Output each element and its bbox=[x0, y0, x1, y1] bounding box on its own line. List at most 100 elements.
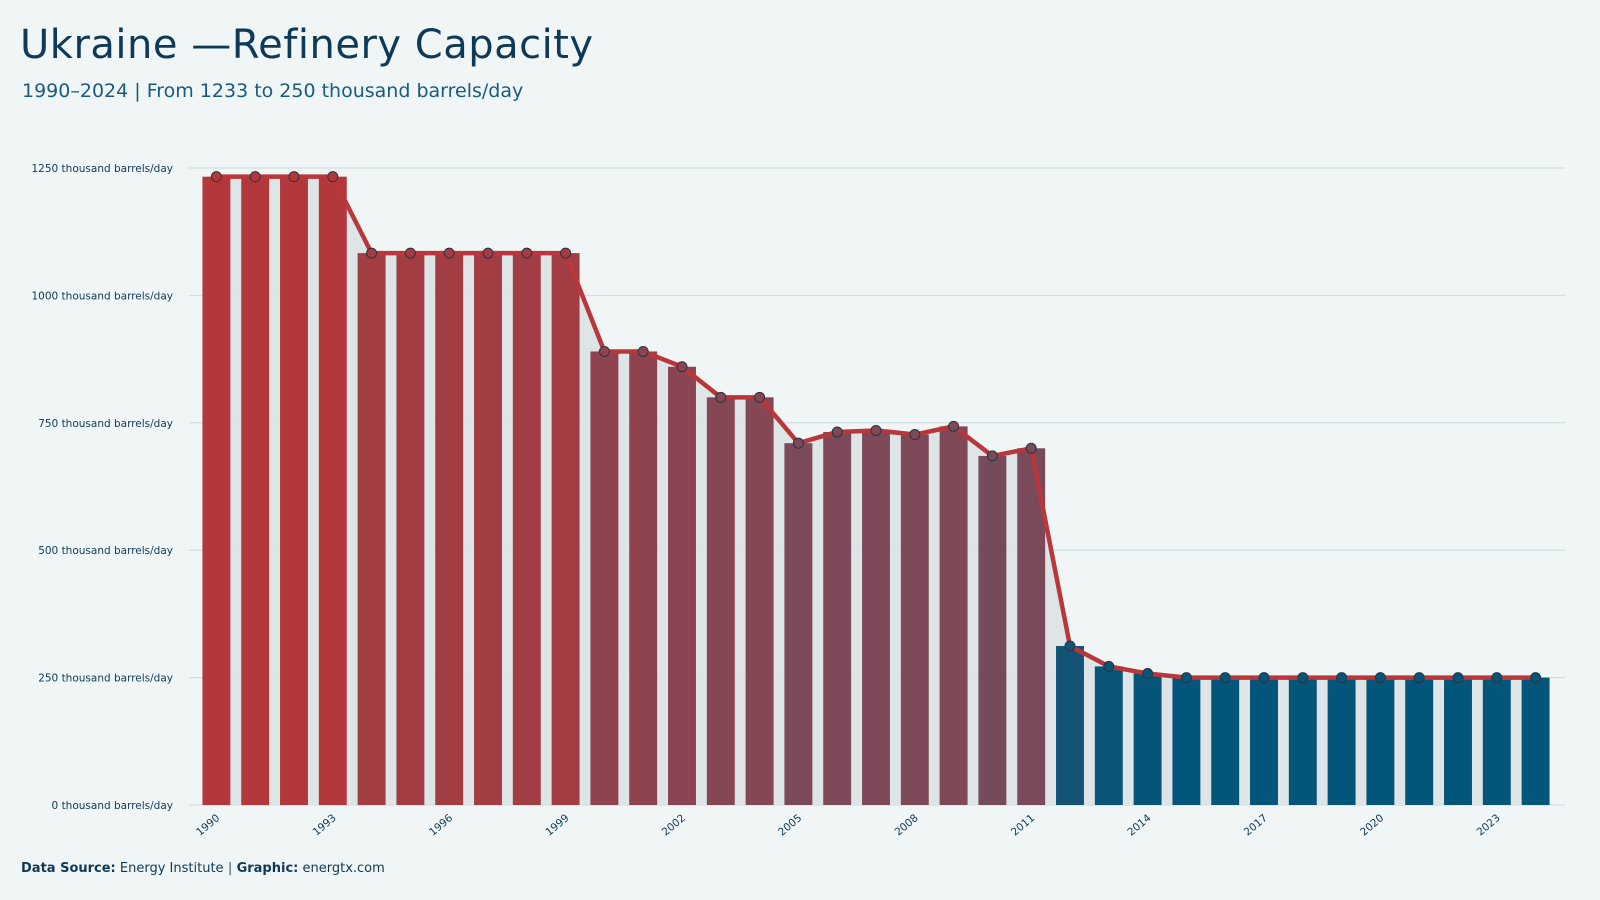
y-tick-label-500: 500 thousand barrels/day bbox=[38, 545, 173, 557]
marker-1998 bbox=[521, 247, 533, 259]
bar-1993 bbox=[318, 176, 347, 805]
footer: Data Source: Energy Institute | Graphic:… bbox=[21, 861, 385, 876]
marker-1995 bbox=[404, 247, 416, 259]
bar-2010 bbox=[978, 455, 1007, 805]
graphic-label: Graphic: bbox=[236, 861, 299, 876]
bar-2004 bbox=[745, 397, 774, 805]
marker-2012 bbox=[1064, 640, 1076, 652]
bar-2023 bbox=[1482, 677, 1511, 805]
x-tick-label-2008: 2008 bbox=[893, 812, 921, 838]
x-tick-label-1990: 1990 bbox=[194, 812, 222, 838]
marker-2003 bbox=[715, 391, 727, 403]
marker-2009 bbox=[948, 420, 960, 432]
y-axis-labels: 0 thousand barrels/day 250 thousand barre… bbox=[32, 163, 174, 812]
y-tick-label-0: 0 thousand barrels/day bbox=[52, 800, 173, 812]
marker-2004 bbox=[754, 391, 766, 403]
marker-2016 bbox=[1219, 672, 1231, 684]
y-tick-label-1000: 1000 thousand barrels/day bbox=[32, 290, 174, 302]
x-tick-label-1999: 1999 bbox=[543, 812, 571, 838]
marker-2024 bbox=[1530, 672, 1542, 684]
bar-2005 bbox=[784, 443, 813, 805]
marker-2013 bbox=[1103, 660, 1115, 672]
marker-2005 bbox=[792, 437, 804, 449]
bar-2015 bbox=[1172, 677, 1201, 805]
marker-1993 bbox=[327, 171, 339, 183]
bar-2021 bbox=[1405, 677, 1434, 805]
source-value: Energy Institute bbox=[119, 861, 224, 876]
marker-2018 bbox=[1297, 672, 1309, 684]
marker-2001 bbox=[637, 345, 649, 357]
marker-2008 bbox=[909, 429, 921, 441]
bar-1991 bbox=[241, 176, 270, 805]
bar-2017 bbox=[1250, 677, 1278, 805]
bar-1992 bbox=[280, 176, 308, 805]
x-tick-label-2011: 2011 bbox=[1009, 812, 1037, 838]
x-tick-label-2020: 2020 bbox=[1358, 812, 1386, 838]
marker-2015 bbox=[1180, 672, 1192, 684]
marker-1994 bbox=[366, 247, 378, 259]
marker-1997 bbox=[482, 247, 494, 259]
marker-2014 bbox=[1142, 668, 1154, 680]
bar-1990 bbox=[202, 176, 231, 805]
marker-1996 bbox=[443, 247, 455, 259]
bar-2020 bbox=[1366, 677, 1395, 805]
y-tick-label-250: 250 thousand barrels/day bbox=[38, 673, 173, 685]
x-tick-label-2017: 2017 bbox=[1242, 812, 1270, 838]
bar-1997 bbox=[474, 253, 502, 805]
bar-2014 bbox=[1133, 673, 1162, 805]
marker-2022 bbox=[1452, 672, 1464, 684]
chart-subtitle: 1990–2024 | From 1233 to 250 thousand ba… bbox=[22, 80, 524, 102]
x-tick-label-2023: 2023 bbox=[1475, 812, 1503, 838]
bar-2016 bbox=[1211, 677, 1240, 805]
bar-2007 bbox=[862, 430, 890, 805]
marker-1999 bbox=[560, 247, 572, 259]
marker-2019 bbox=[1336, 672, 1348, 684]
x-axis-labels: 1990 1993 1996 1999 2002 2005 2008 2011 2014 2017… bbox=[194, 812, 1503, 839]
bar-2003 bbox=[706, 397, 735, 805]
bar-2009 bbox=[939, 426, 968, 805]
x-tick-label-1993: 1993 bbox=[311, 812, 339, 838]
bar-1996 bbox=[435, 253, 464, 805]
marker-2017 bbox=[1258, 672, 1270, 684]
marker-2021 bbox=[1413, 672, 1425, 684]
markers bbox=[210, 171, 1542, 684]
marker-2006 bbox=[831, 426, 843, 438]
y-tick-label-750: 750 thousand barrels/day bbox=[38, 418, 173, 430]
marker-2020 bbox=[1374, 672, 1386, 684]
bar-2000 bbox=[590, 351, 619, 805]
marker-2002 bbox=[676, 361, 688, 373]
marker-2000 bbox=[598, 345, 610, 357]
bar-1995 bbox=[396, 253, 425, 805]
graphic-value: energtx.com bbox=[302, 861, 385, 876]
marker-1991 bbox=[249, 171, 261, 183]
marker-1992 bbox=[288, 171, 300, 183]
marker-2011 bbox=[1025, 442, 1037, 454]
chart-title: Ukraine —Refinery Capacity bbox=[20, 22, 594, 68]
bar-2001 bbox=[629, 351, 658, 805]
x-tick-label-1996: 1996 bbox=[427, 812, 455, 839]
bar-2002 bbox=[668, 366, 696, 805]
bar-2024 bbox=[1521, 677, 1550, 805]
bars bbox=[202, 176, 1550, 805]
marker-2023 bbox=[1491, 672, 1503, 684]
marker-1990 bbox=[210, 171, 222, 183]
bar-1994 bbox=[357, 253, 386, 805]
bar-1999 bbox=[551, 253, 580, 805]
marker-2010 bbox=[986, 450, 998, 462]
bar-1998 bbox=[512, 253, 541, 805]
bar-2012 bbox=[1056, 646, 1084, 805]
marker-2007 bbox=[870, 424, 882, 436]
source-label: Data Source: bbox=[21, 861, 116, 876]
bar-2011 bbox=[1017, 448, 1046, 805]
y-tick-label-1250: 1250 thousand barrels/day bbox=[32, 163, 174, 175]
bar-2008 bbox=[900, 434, 929, 805]
bar-2022 bbox=[1444, 677, 1472, 805]
bar-2019 bbox=[1327, 677, 1356, 805]
bar-2006 bbox=[823, 431, 852, 805]
x-tick-label-2014: 2014 bbox=[1125, 812, 1153, 839]
bar-2018 bbox=[1288, 677, 1317, 805]
x-tick-label-2005: 2005 bbox=[776, 812, 804, 838]
x-tick-label-2002: 2002 bbox=[660, 812, 688, 838]
footer-separator: | bbox=[227, 861, 233, 876]
